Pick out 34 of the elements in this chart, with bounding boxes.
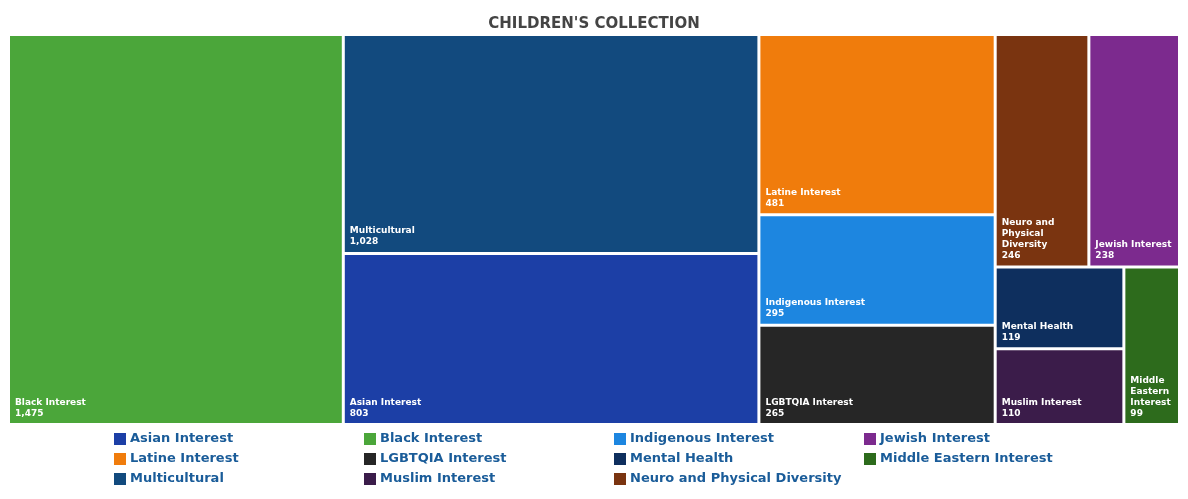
data-label: 265 (765, 407, 785, 418)
category-label: Middle Eastern Interest (1130, 374, 1171, 407)
category-label: Neuro and Physical Diversity (1001, 216, 1055, 249)
category-label: Multicultural (349, 225, 415, 236)
text: CHILDREN'S COLLECTION (488, 13, 700, 32)
data-label: 481 (765, 197, 785, 208)
category-label: Jewish Interest (1095, 238, 1172, 249)
data-label: 246 (1001, 249, 1021, 260)
category-label: Black Interest (15, 396, 86, 407)
category-label: Asian Interest (130, 430, 234, 445)
category-label: Asian Interest (349, 396, 422, 407)
data-label: 99 (1130, 407, 1143, 418)
category-label: Jewish Interest (879, 430, 990, 445)
data-label: 119 (1001, 331, 1021, 342)
category-label: LGBTQIA Interest (765, 396, 853, 407)
data-label: 1,475 (15, 407, 44, 418)
data-label: 803 (349, 407, 369, 418)
category-label: Latine Interest (130, 450, 239, 465)
category-label: Multicultural (130, 470, 224, 485)
data-label: 238 (1095, 249, 1115, 260)
category-label: Indigenous Interest (630, 430, 774, 445)
category-label: Black Interest (380, 430, 483, 445)
category-label: Muslim Interest (1001, 396, 1082, 407)
category-label: Neuro and Physical Diversity (630, 470, 842, 485)
category-label: Mental Health (630, 450, 734, 465)
category-label: LGBTQIA Interest (380, 450, 507, 465)
data-label: 295 (765, 308, 785, 319)
data-label: 1,028 (349, 236, 379, 247)
category-label: Middle Eastern Interest (880, 450, 1053, 465)
category-label: Mental Health (1001, 320, 1074, 331)
data-label: 110 (1001, 407, 1021, 418)
category-label: Indigenous Interest (765, 297, 866, 308)
category-label: Latine Interest (765, 186, 841, 197)
category-label: Muslim Interest (380, 470, 496, 485)
